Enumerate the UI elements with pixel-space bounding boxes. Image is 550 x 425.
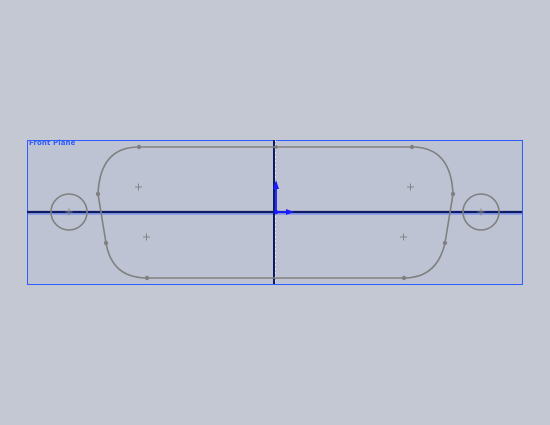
center-mark-icon [400,233,407,241]
center-mark-icon [143,233,150,241]
center-mark-icon [65,208,73,216]
sketch-origin-icon[interactable] [273,180,294,215]
sketch-point[interactable] [274,145,278,149]
arc-center-markers [65,183,485,241]
sketch-point[interactable] [401,275,407,281]
center-mark-icon [407,183,414,191]
sketch-point[interactable] [103,240,109,246]
sketch-point[interactable] [95,191,101,197]
d-sub-profile[interactable] [97,146,454,279]
sketch-point[interactable] [136,144,142,150]
sketch-point[interactable] [409,144,415,150]
sketch-points [95,144,456,281]
center-mark-icon [477,208,485,216]
left-mounting-hole[interactable] [50,193,88,231]
sketch-point[interactable] [442,240,448,246]
right-mounting-hole[interactable] [462,193,500,231]
center-mark-icon [135,183,142,191]
plane-label: Front Plane [29,139,76,147]
sketch-point[interactable] [144,275,150,281]
sketch-point[interactable] [450,191,456,197]
